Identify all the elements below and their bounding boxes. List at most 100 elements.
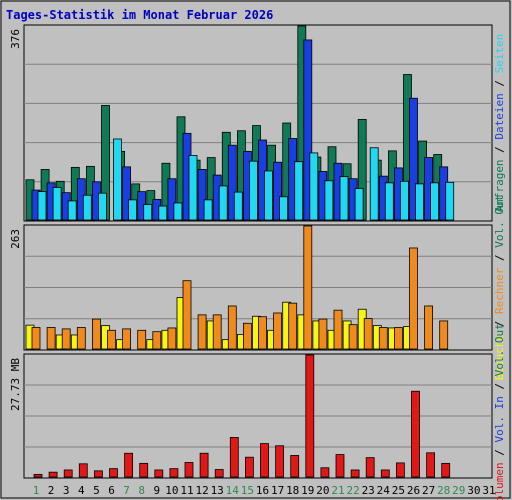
bar-volumen-day-21	[335, 454, 345, 478]
series-seiten	[37, 138, 455, 221]
bar-rechner-day-16	[258, 316, 267, 350]
x-tick-label-16: 16	[256, 484, 269, 497]
x-tick-label-5: 5	[93, 484, 100, 497]
bar-rechner-day-5	[92, 318, 101, 350]
y-max-label: 376	[9, 29, 22, 49]
bar-volumen-day-10	[169, 468, 179, 478]
x-tick-label-6: 6	[108, 484, 115, 497]
bar-seiten-day-9	[158, 205, 168, 221]
x-tick-label-23: 23	[362, 484, 375, 497]
bar-dateien-day-26	[409, 97, 418, 221]
bar-rechner-day-26	[409, 247, 418, 350]
x-tick-label-11: 11	[180, 484, 193, 497]
bar-dateien-day-14	[227, 144, 237, 221]
bar-rechner-day-4	[76, 327, 86, 350]
bar-volumen-day-26	[411, 390, 420, 478]
bar-seiten-day-15	[248, 160, 258, 221]
bar-seiten-day-25	[399, 180, 409, 221]
legend-part: /	[493, 73, 506, 93]
bar-rechner-day-10	[167, 327, 177, 350]
x-tick-label-20: 20	[316, 484, 329, 497]
legend-part: Anfragen	[493, 159, 506, 212]
legend-part: Dateien	[493, 93, 506, 139]
bar-volumen-day-19	[305, 354, 315, 478]
legend-part: Rechner	[493, 267, 506, 314]
bar-volumen-day-12	[199, 452, 209, 478]
legend-part: /	[493, 442, 506, 462]
bar-volumen-day-27	[426, 452, 436, 478]
bar-rechner-day-23	[363, 318, 373, 350]
bar-seiten-day-10	[173, 202, 183, 221]
bar-seiten-day-16	[264, 170, 273, 221]
bar-rechner-day-3	[61, 328, 71, 350]
x-tick-label-14: 14	[226, 484, 240, 497]
bar-seiten-day-4	[82, 194, 92, 221]
x-tick-label-9: 9	[153, 484, 160, 497]
bar-rechner-day-11	[182, 280, 192, 350]
x-tick-label-15: 15	[241, 484, 254, 497]
panel-requests: 376 Anfragen / Dateien / Seiten	[9, 24, 506, 222]
bar-volumen-day-23	[365, 457, 375, 478]
bar-rechner-day-22	[348, 324, 358, 350]
legend-part: Vol. Out	[493, 323, 506, 376]
legend-part: /	[493, 248, 506, 268]
legend-part: Vol. Out	[493, 195, 506, 248]
bar-rechner-day-7	[122, 328, 131, 350]
bar-seiten-day-6	[113, 138, 122, 221]
bar-dateien-day-12	[197, 169, 207, 221]
bar-seiten-day-28	[445, 181, 455, 221]
bar-seiten-day-21	[339, 176, 349, 221]
series-legend-label: Volumen / Vol. In / Vol. Out	[493, 323, 506, 500]
legend-part: /	[493, 314, 506, 334]
bar-volumen-day-3	[63, 469, 73, 478]
bar-volumen-day-2	[48, 471, 58, 478]
bar-rechner-day-25	[393, 327, 403, 350]
x-tick-label-21: 21	[331, 484, 344, 497]
bar-rechner-day-17	[273, 312, 283, 350]
legend-part: Vol. In	[493, 396, 506, 442]
bar-rechner-day-1	[31, 327, 41, 350]
x-tick-label-7: 7	[123, 484, 130, 497]
bar-volumen-day-9	[154, 469, 164, 478]
bar-rechner-day-8	[137, 329, 147, 350]
x-tick-label-17: 17	[271, 484, 284, 497]
bar-volumen-day-24	[380, 469, 390, 478]
x-tick-label-31: 31	[482, 484, 495, 497]
bar-seiten-day-27	[430, 182, 440, 221]
bar-seiten-day-17	[279, 196, 289, 221]
bar-volumen-day-1	[33, 473, 43, 478]
x-tick-label-3: 3	[63, 484, 70, 497]
bar-rechner-day-6	[107, 329, 116, 350]
bar-rechner-day-12	[197, 314, 207, 350]
series-legend-label: Anfragen / Dateien / Seiten	[493, 34, 506, 213]
x-tick-label-27: 27	[422, 484, 435, 497]
x-tick-label-8: 8	[138, 484, 145, 497]
series-legend-label: Besuche / Rechner / Vol. Out	[493, 195, 506, 380]
bar-volumen-day-14	[229, 437, 239, 478]
bar-seiten-day-14	[233, 191, 243, 221]
bar-volumen-day-18	[290, 455, 300, 478]
x-tick-label-18: 18	[286, 484, 299, 497]
bar-volumen-day-7	[124, 452, 133, 478]
bar-seiten-day-1	[37, 191, 47, 221]
bar-rechner-day-28	[439, 320, 449, 350]
bar-seiten-day-3	[67, 200, 77, 221]
x-tick-label-10: 10	[165, 484, 178, 497]
bar-seiten-day-24	[384, 182, 394, 221]
bar-seiten-day-18	[294, 161, 304, 221]
x-tick-label-29: 29	[452, 484, 465, 497]
bar-volumen-day-11	[184, 462, 194, 478]
bar-volumen-day-16	[260, 443, 269, 478]
x-tick-label-12: 12	[195, 484, 208, 497]
bar-rechner-day-27	[424, 305, 434, 350]
x-tick-label-22: 22	[346, 484, 359, 497]
bar-volumen-day-17	[275, 445, 285, 478]
bar-seiten-day-20	[324, 180, 334, 221]
bar-volumen-day-25	[395, 462, 405, 478]
bar-rechner-day-20	[318, 318, 328, 350]
panel-volume: 27.73 MB Volumen / Vol. In / Vol. Out	[9, 323, 506, 500]
bar-seiten-day-5	[98, 192, 107, 221]
